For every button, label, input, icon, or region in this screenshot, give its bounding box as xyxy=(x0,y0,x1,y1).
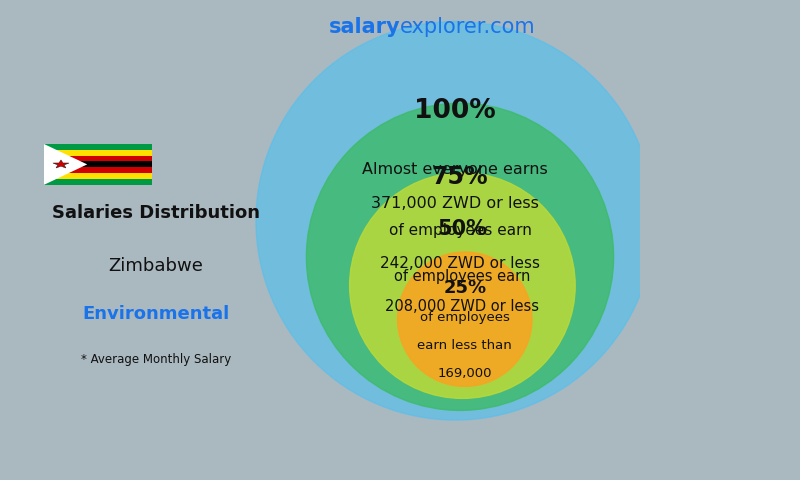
Polygon shape xyxy=(44,144,87,185)
Text: of employees: of employees xyxy=(420,312,510,324)
Text: Salaries Distribution: Salaries Distribution xyxy=(52,204,260,222)
Bar xyxy=(44,150,152,156)
Bar xyxy=(44,161,152,168)
Circle shape xyxy=(350,173,575,398)
Text: 75%: 75% xyxy=(432,165,488,189)
Bar xyxy=(44,179,152,185)
Text: 169,000: 169,000 xyxy=(438,367,492,380)
Polygon shape xyxy=(53,160,69,168)
Circle shape xyxy=(306,103,614,410)
Bar xyxy=(44,173,152,179)
Bar xyxy=(44,144,152,150)
Bar xyxy=(44,156,152,161)
Circle shape xyxy=(398,252,532,386)
Text: 25%: 25% xyxy=(443,279,486,297)
Text: earn less than: earn less than xyxy=(418,339,512,352)
Text: Zimbabwe: Zimbabwe xyxy=(109,257,203,275)
Text: Almost everyone earns: Almost everyone earns xyxy=(362,161,548,177)
Text: of employees earn: of employees earn xyxy=(389,223,531,238)
Text: of employees earn: of employees earn xyxy=(394,269,530,284)
Text: 100%: 100% xyxy=(414,98,496,124)
Text: explorer.com: explorer.com xyxy=(400,17,536,37)
Bar xyxy=(44,168,152,173)
Text: 371,000 ZWD or less: 371,000 ZWD or less xyxy=(371,196,539,211)
Text: * Average Monthly Salary: * Average Monthly Salary xyxy=(81,353,231,366)
Text: 50%: 50% xyxy=(438,219,487,239)
Text: 242,000 ZWD or less: 242,000 ZWD or less xyxy=(380,256,540,271)
Circle shape xyxy=(256,22,654,420)
Text: 208,000 ZWD or less: 208,000 ZWD or less xyxy=(386,299,539,314)
Text: salary: salary xyxy=(328,17,400,37)
Text: Environmental: Environmental xyxy=(82,305,230,323)
